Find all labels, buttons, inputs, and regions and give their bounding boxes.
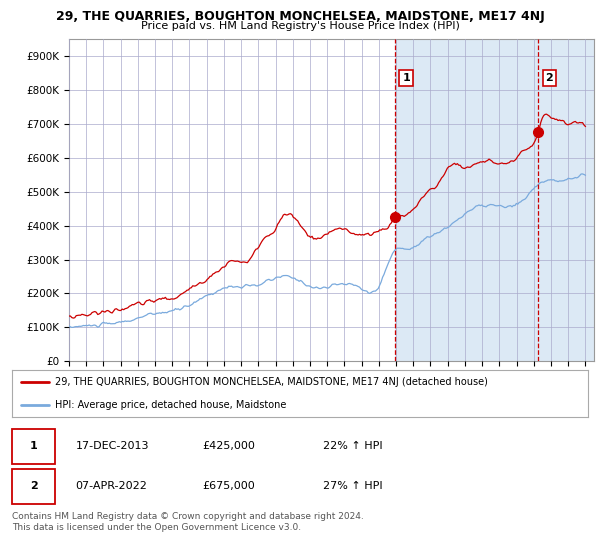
Text: 1: 1: [402, 73, 410, 83]
Text: Price paid vs. HM Land Registry's House Price Index (HPI): Price paid vs. HM Land Registry's House …: [140, 21, 460, 31]
Text: 22% ↑ HPI: 22% ↑ HPI: [323, 441, 383, 451]
Bar: [69, 39, 395, 361]
Text: 07-APR-2022: 07-APR-2022: [76, 481, 147, 491]
Bar: [395, 39, 594, 361]
Text: 29, THE QUARRIES, BOUGHTON MONCHELSEA, MAIDSTONE, ME17 4NJ: 29, THE QUARRIES, BOUGHTON MONCHELSEA, M…: [56, 10, 544, 22]
Text: 27% ↑ HPI: 27% ↑ HPI: [323, 481, 383, 491]
Text: Contains HM Land Registry data © Crown copyright and database right 2024.
This d: Contains HM Land Registry data © Crown c…: [12, 512, 364, 532]
Text: 2: 2: [545, 73, 553, 83]
FancyBboxPatch shape: [12, 469, 55, 503]
Text: HPI: Average price, detached house, Maidstone: HPI: Average price, detached house, Maid…: [55, 400, 287, 410]
Text: £675,000: £675,000: [202, 481, 255, 491]
Text: 17-DEC-2013: 17-DEC-2013: [76, 441, 149, 451]
Text: £425,000: £425,000: [202, 441, 255, 451]
Text: 1: 1: [30, 441, 37, 451]
FancyBboxPatch shape: [12, 429, 55, 464]
Text: 2: 2: [30, 481, 37, 491]
Text: 29, THE QUARRIES, BOUGHTON MONCHELSEA, MAIDSTONE, ME17 4NJ (detached house): 29, THE QUARRIES, BOUGHTON MONCHELSEA, M…: [55, 377, 488, 388]
